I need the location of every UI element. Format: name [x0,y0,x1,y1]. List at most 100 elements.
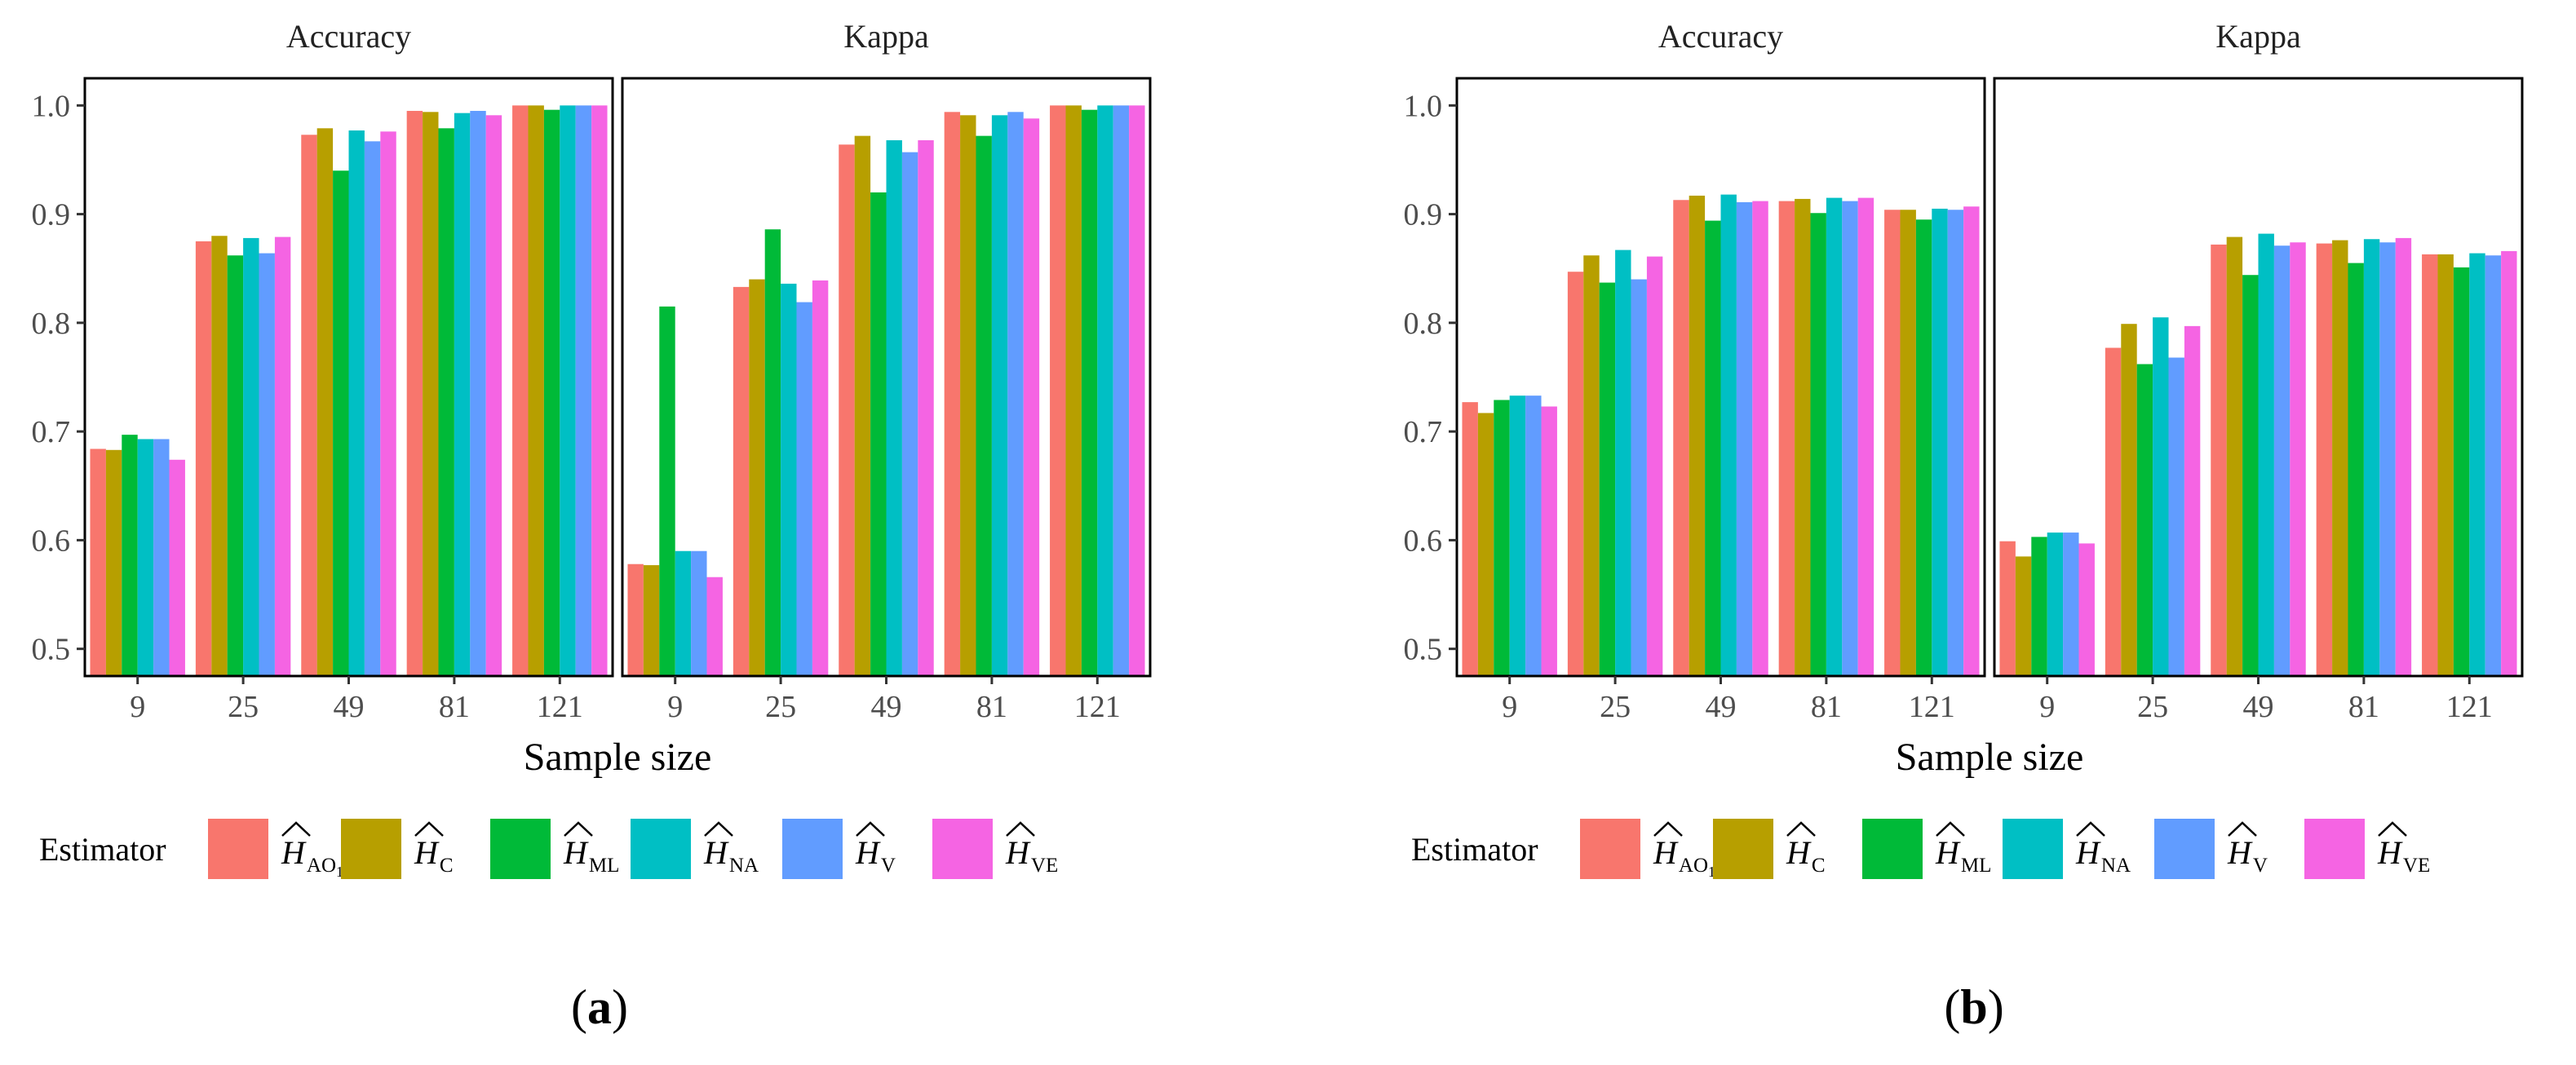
bar-h-ml-n9 [659,306,675,675]
bar-h-ml-n121 [543,109,560,675]
bar-h-ao1-n81 [944,112,961,675]
bar-h-na-n121 [2469,253,2485,675]
bar-h-ml-n81 [1810,213,1826,675]
facet-accuracy: Accuracy 9 25 49 81 121 0.5 0.6 0.7 0.8 0.9 1.0 [1404,18,1986,724]
facet-title: Accuracy [1658,18,1783,55]
bar-h-ml-n49 [870,192,887,675]
bar-h-c-n25 [211,236,228,675]
bar-h-ve-n49 [1752,201,1768,675]
legend-label: HVE [2377,834,2430,877]
bar-h-ve-n121 [2501,250,2517,675]
bar-h-ml-n25 [227,255,244,675]
bar-h-c-n49 [2226,236,2243,675]
y-tick-label: 0.5 [1404,633,1443,667]
bar-h-na-n49 [1720,194,1737,675]
legend-label-subsub: 1 [336,864,343,880]
bar-h-na-n9 [675,550,692,675]
y-tick-label: 0.5 [32,633,71,667]
panel-label-close: ) [1988,980,2004,1034]
panel-a: Accuracy 9 25 49 81 121 0.5 0.6 0.7 0.8 0.9 1.0 Kapp… [32,18,1152,1034]
bar-h-ao1-n81 [406,110,423,675]
bar-h-ao1-n121 [1050,105,1066,675]
legend-label-base: H [2227,834,2253,871]
legend-label-base: H [2075,834,2101,871]
legend-label: HC [414,834,454,877]
bar-h-ao1-n25 [1567,272,1584,675]
x-tick-label: 9 [667,690,683,724]
facet-accuracy: Accuracy 9 25 49 81 121 0.5 0.6 0.7 0.8 0.9 1.0 [32,18,614,724]
legend-label: HV [2227,834,2268,877]
legend-swatch [341,819,401,879]
legend-label-sub: C [1812,855,1826,877]
legend-label-base: H [1786,834,1812,871]
hat-accent-icon [564,821,593,837]
legend-label-sub: VE [2403,855,2430,877]
legend-swatch [2154,819,2215,879]
bar-h-v-n121 [575,105,592,675]
x-tick-label: 49 [1706,690,1737,724]
bar-h-ao1-n9 [627,563,644,675]
bar-h-na-n25 [2153,317,2169,675]
facet-kappa: Kappa 9 25 49 81 121 [621,18,1152,724]
x-tick-label: 49 [2243,690,2274,724]
legend-label-sub: ML [589,855,620,877]
legend-label: HAO1 [281,834,343,880]
x-tick-label: 81 [976,690,1007,724]
panel-b: Accuracy 9 25 49 81 121 0.5 0.6 0.7 0.8 0.9 1.0 Kapp… [1404,18,2524,1034]
bar-h-ve-n121 [591,105,608,675]
legend-item: HAO1 [1580,819,1715,880]
hat-accent-icon [414,821,444,837]
bar-h-c-n9 [105,449,122,675]
bar-h-na-n121 [560,105,576,675]
legend-label: HC [1786,834,1826,877]
y-tick-label: 0.7 [32,415,71,449]
hat-accent-icon [2378,821,2407,837]
legend-swatch [1580,819,1640,879]
bar-h-ao1-n121 [1884,210,1901,675]
bar-h-ml-n121 [1081,109,1098,675]
bar-h-na-n25 [243,237,259,675]
bar-h-ml-n9 [2031,537,2047,675]
bar-h-c-n9 [643,565,660,675]
bar-h-c-n49 [1689,195,1706,675]
x-tick-label: 121 [1909,690,1955,724]
legend-label: HVE [1005,834,1058,877]
bar-h-v-n25 [796,302,812,675]
bar-h-ve-n49 [2290,242,2306,675]
bar-h-ao1-n9 [1462,402,1478,675]
y-tick-label: 0.7 [1404,415,1443,449]
legend-label-sub: VE [1031,855,1058,877]
x-tick-label: 25 [2137,690,2168,724]
legend-label-base: H [855,834,881,871]
legend-label-sub: V [881,855,896,877]
x-tick-label: 49 [334,690,365,724]
bar-h-na-n25 [781,283,797,675]
legend-title: Estimator [39,831,166,868]
hat-accent-icon [1653,821,1683,837]
bar-h-c-n25 [1583,255,1600,675]
bar-h-v-n9 [691,550,707,675]
legend-label-subsub: 1 [1708,864,1715,880]
bar-h-v-n25 [2168,357,2184,675]
bar-h-ao1-n25 [2105,347,2122,675]
bar-h-v-n49 [901,152,918,675]
bar-h-c-n25 [2121,324,2137,675]
legend-swatch [490,819,551,879]
bar-h-c-n49 [316,128,334,675]
x-axis-title: Sample size [524,736,712,779]
panel-label-letter: a [587,980,612,1034]
bar-h-c-n81 [1795,198,1811,675]
bar-h-na-n121 [1932,208,1948,675]
x-tick-label: 49 [871,690,902,724]
panel-label: (a) [571,980,628,1034]
facet-title: Kappa [2215,18,2301,55]
hat-accent-icon [856,821,885,837]
bar-h-ml-n49 [2242,275,2259,675]
bar-h-na-n81 [991,115,1008,675]
bar-h-na-n9 [1509,396,1526,675]
y-tick-label: 0.9 [32,198,71,232]
legend-item: HML [1862,819,1991,879]
bar-h-ao1-n49 [1673,200,1689,675]
bar-h-ml-n81 [976,135,992,675]
